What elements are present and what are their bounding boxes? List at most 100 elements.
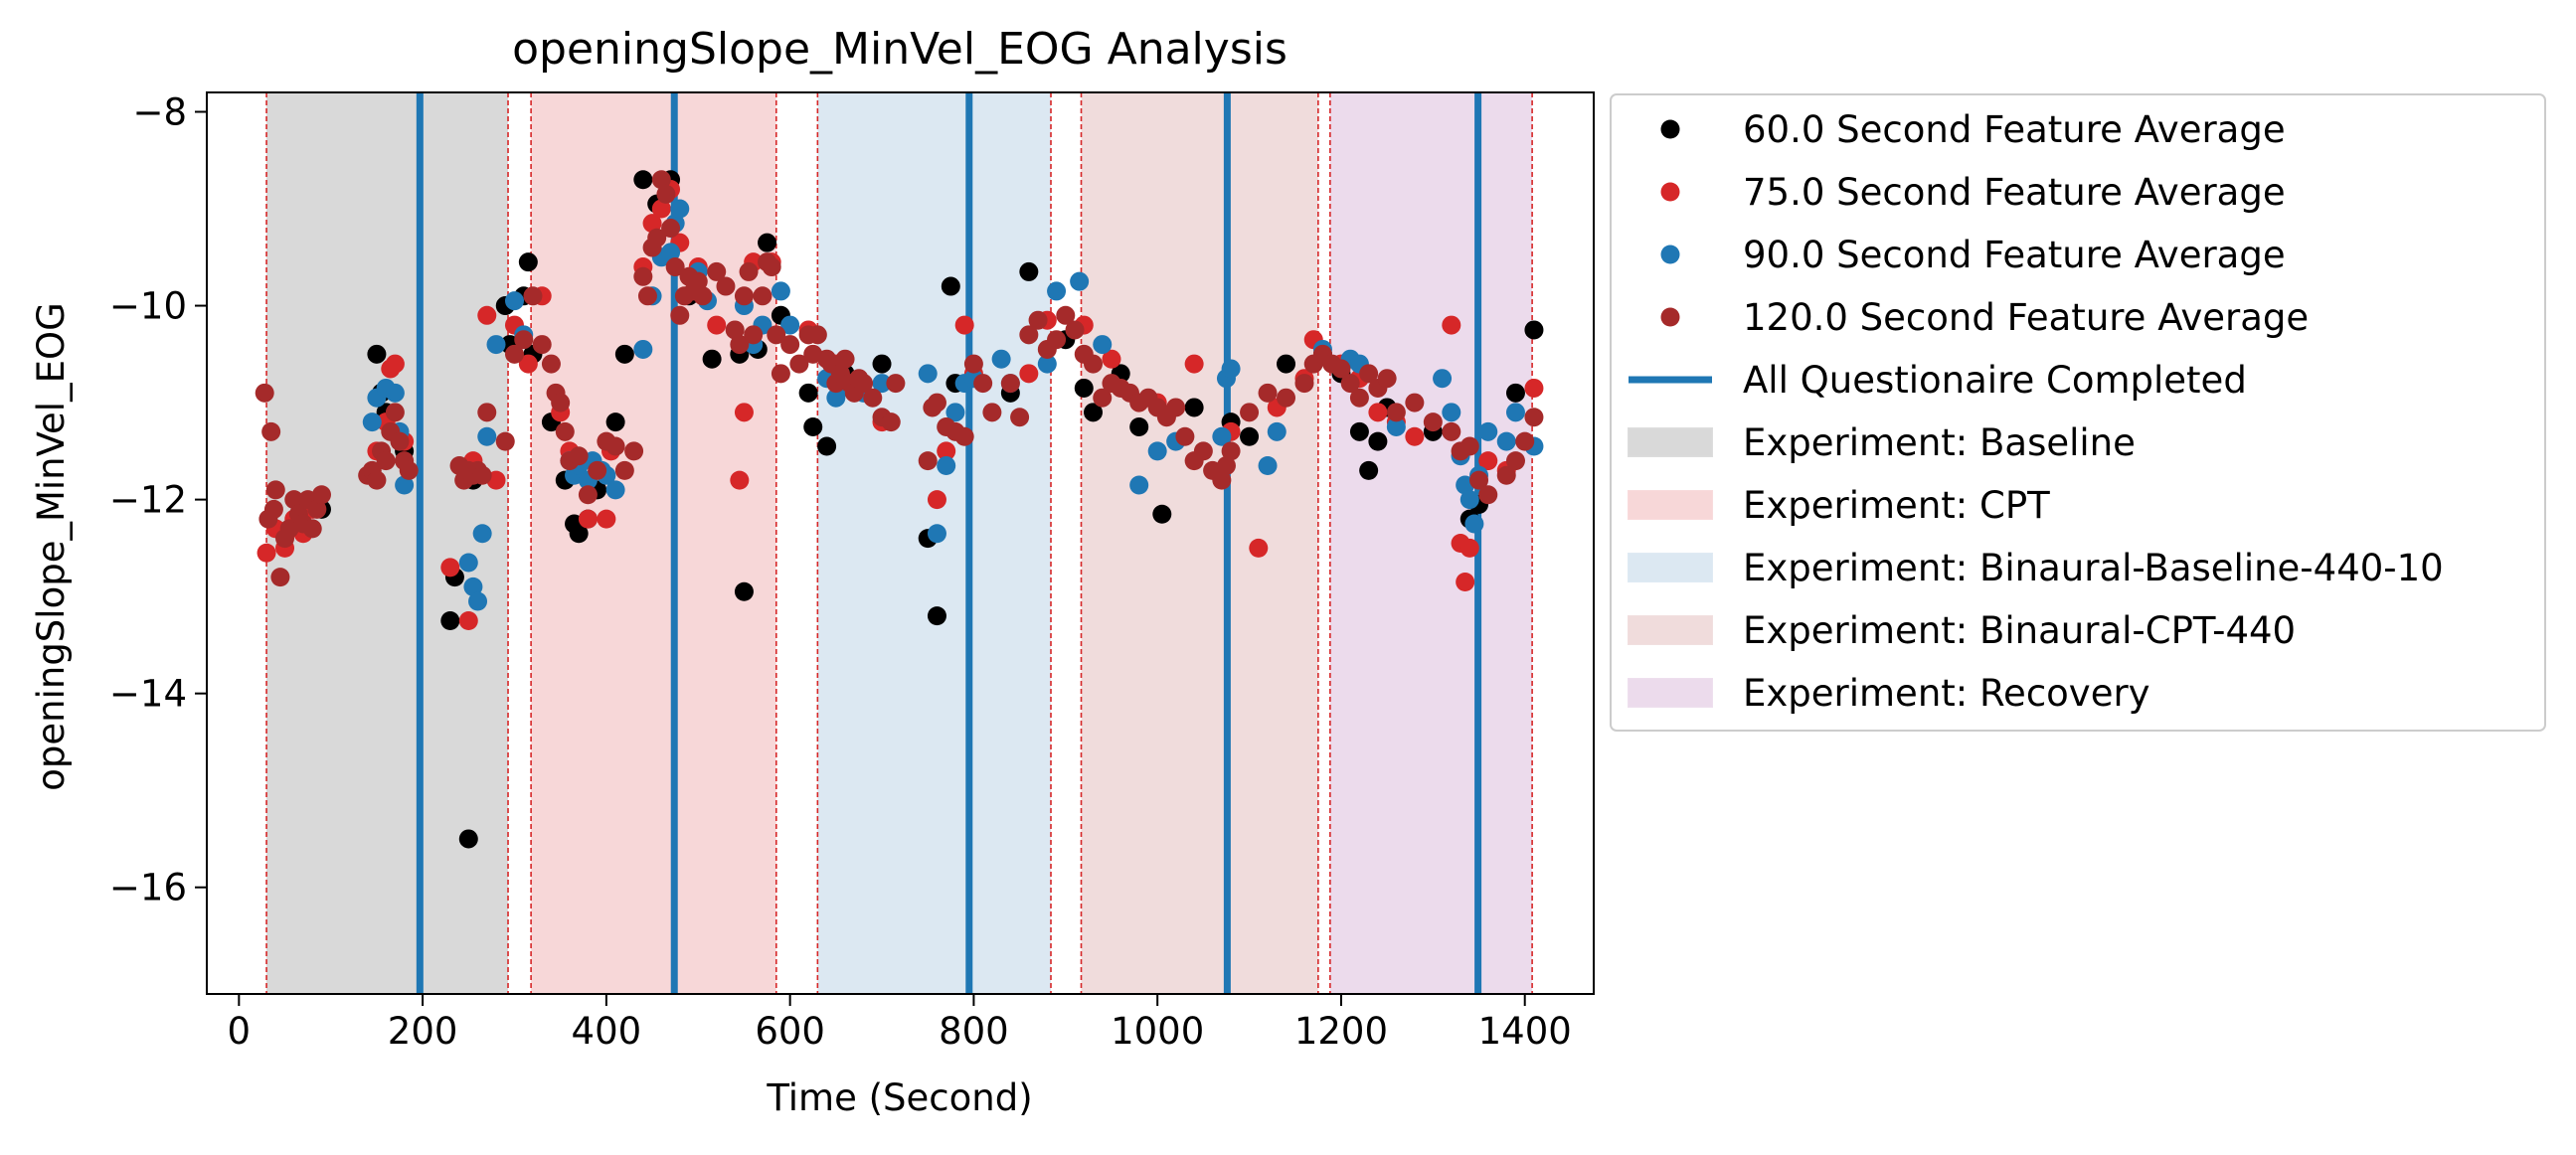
point-s2-40 (918, 364, 938, 384)
point-s3-108 (1056, 305, 1076, 325)
legend-label-6: Experiment: CPT (1743, 484, 2050, 527)
point-s2-6 (458, 553, 478, 573)
point-s3-112 (1093, 388, 1113, 408)
point-s3-141 (1386, 403, 1406, 422)
point-s3-69 (744, 325, 764, 345)
point-s3-24 (399, 460, 419, 480)
point-s2-43 (945, 403, 965, 422)
point-s1-30 (707, 315, 727, 335)
legend-entry-5: Experiment: Baseline (1628, 421, 2136, 464)
series-3 (255, 170, 1544, 587)
point-s3-129 (1258, 383, 1278, 403)
point-s3-43 (578, 485, 598, 505)
legend-marker-0 (1660, 119, 1680, 139)
y-tick-label-4: −8 (132, 91, 187, 134)
y-axis-label: openingSlope_MinVel_EOG (30, 302, 73, 791)
point-s3-39 (551, 393, 571, 412)
legend-marker-1 (1660, 182, 1680, 202)
x-tick-label-4: 800 (939, 1010, 1009, 1053)
point-s3-53 (651, 170, 671, 190)
point-s3-2 (261, 421, 281, 441)
point-s3-33 (504, 344, 524, 364)
point-s3-126 (1216, 455, 1236, 475)
legend-label-5: Experiment: Baseline (1743, 421, 2136, 464)
x-tick-label-7: 1400 (1478, 1010, 1572, 1053)
point-s3-30 (472, 465, 492, 485)
legend-label-9: Experiment: Recovery (1743, 672, 2150, 715)
point-s0-56 (1359, 460, 1379, 480)
legend-entry-3: 120.0 Second Feature Average (1660, 296, 2309, 339)
point-s3-46 (605, 436, 625, 456)
point-s2-58 (1258, 455, 1278, 475)
point-s0-30 (758, 233, 777, 252)
x-tick-label-0: 0 (228, 1010, 252, 1053)
x-tick-label-1: 200 (388, 1010, 458, 1053)
point-s2-7 (463, 577, 483, 596)
point-s3-32 (495, 431, 515, 451)
point-s3-103 (1010, 408, 1030, 427)
point-s3-0 (255, 383, 274, 403)
point-s3-31 (477, 403, 497, 422)
point-s2-10 (477, 426, 497, 446)
point-s2-51 (1093, 335, 1113, 355)
point-s2-27 (670, 199, 690, 219)
point-s3-42 (569, 446, 589, 466)
point-s3-72 (762, 257, 781, 277)
point-s3-149 (1496, 465, 1516, 485)
experiment-band-4 (1329, 92, 1533, 994)
point-s3-100 (973, 374, 993, 394)
point-s1-25 (642, 214, 662, 234)
point-s0-44 (1074, 378, 1094, 398)
legend-label-8: Experiment: Binaural-CPT-440 (1743, 609, 2296, 652)
point-s0-51 (1240, 426, 1260, 446)
point-s3-22 (390, 431, 410, 451)
point-s0-52 (1277, 354, 1296, 374)
point-s3-19 (376, 451, 396, 471)
point-s1-61 (1456, 573, 1475, 592)
point-s0-21 (614, 344, 634, 364)
experiment-bands (266, 92, 1533, 994)
chart-title: openingSlope_MinVel_EOG Analysis (512, 24, 1288, 75)
point-s3-131 (1294, 374, 1314, 394)
point-s3-79 (807, 325, 827, 345)
point-s0-57 (1368, 431, 1388, 451)
experiment-band-3 (1081, 92, 1318, 994)
point-s2-50 (1070, 271, 1090, 291)
point-s1-14 (477, 305, 497, 325)
point-s3-125 (1212, 470, 1232, 490)
point-s0-20 (605, 412, 625, 432)
point-s3-36 (532, 335, 552, 355)
point-s3-120 (1166, 398, 1186, 417)
point-s2-21 (605, 480, 625, 500)
point-s0-26 (702, 349, 722, 369)
point-s0-49 (1184, 398, 1204, 417)
point-s2-36 (826, 388, 846, 408)
x-tick-label-5: 1000 (1111, 1010, 1204, 1053)
legend-entry-6: Experiment: CPT (1628, 484, 2050, 527)
point-s2-11 (486, 335, 506, 355)
point-s3-99 (963, 354, 983, 374)
point-s3-136 (1340, 374, 1360, 394)
point-s3-35 (523, 286, 543, 306)
point-s2-9 (472, 524, 492, 544)
point-s3-73 (767, 325, 786, 345)
legend-box (1610, 93, 2546, 732)
point-s3-146 (1460, 436, 1479, 456)
point-s1-40 (954, 315, 974, 335)
point-s0-62 (1505, 383, 1525, 403)
point-s3-107 (1047, 330, 1067, 350)
point-s3-101 (982, 403, 1002, 422)
legend-patch-6 (1628, 490, 1713, 520)
point-s1-55 (1368, 403, 1388, 422)
point-s0-34 (817, 436, 837, 456)
point-s3-93 (918, 451, 938, 471)
plot-frame (206, 91, 1595, 995)
point-s0-39 (941, 276, 960, 296)
point-s2-68 (1460, 490, 1479, 510)
legend-entry-1: 75.0 Second Feature Average (1660, 171, 2286, 214)
point-s3-64 (716, 276, 736, 296)
point-s1-42 (1019, 364, 1039, 384)
point-s3-148 (1478, 485, 1498, 505)
point-s0-12 (518, 252, 538, 272)
